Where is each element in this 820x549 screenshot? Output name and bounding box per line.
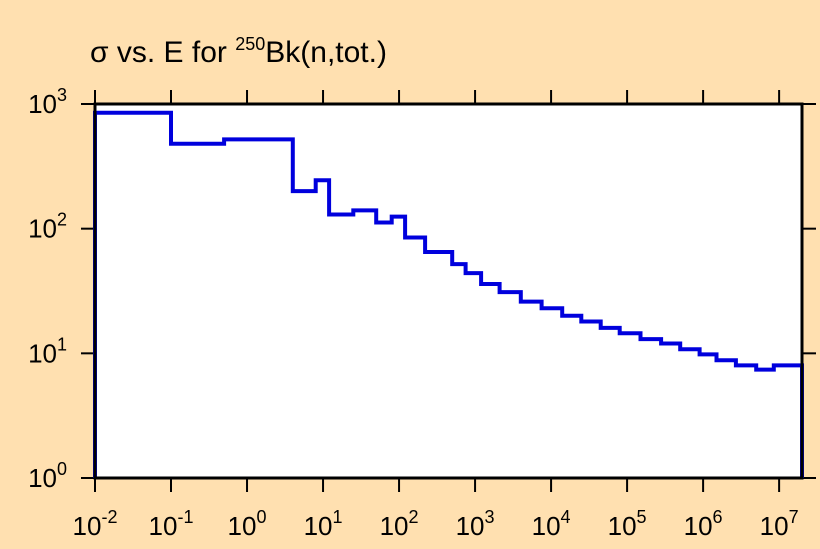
- y-tick-exponent: 0: [57, 459, 67, 479]
- y-tick-label: 100: [28, 459, 67, 493]
- title-superscript: 250: [235, 34, 265, 54]
- y-tick-label: 102: [28, 210, 67, 244]
- x-tick-labels: 10-2 10-1 100 101 102 103 104 105 106 107: [73, 507, 799, 541]
- x-tick-base: 10: [760, 511, 789, 541]
- x-tick-exponent: 6: [713, 507, 723, 527]
- x-tick-base: 10: [608, 511, 637, 541]
- y-tick-base: 10: [28, 214, 57, 244]
- y-tick-exponent: 1: [57, 334, 67, 354]
- y-tick-label: 103: [28, 85, 67, 119]
- chart-title: σ vs. E for 250Bk(n,tot.): [90, 34, 387, 69]
- x-tick-exponent: 1: [332, 507, 342, 527]
- x-tick-base: 10: [380, 511, 409, 541]
- plot-frame: [93, 102, 804, 480]
- x-tick-base: 10: [304, 511, 333, 541]
- x-tick-base: 10: [228, 511, 257, 541]
- x-tick-exponent: 5: [637, 507, 647, 527]
- y-tick-exponent: 3: [57, 85, 67, 105]
- x-tick-label: 104: [532, 507, 571, 541]
- x-tick-base: 10: [456, 511, 485, 541]
- x-tick-label: 100: [228, 507, 267, 541]
- y-tick-base: 10: [28, 89, 57, 119]
- tick-marks: [81, 90, 816, 492]
- cross-section-step-line: [93, 110, 804, 478]
- x-tick-exponent: 7: [789, 507, 799, 527]
- x-tick-base: 10: [73, 511, 102, 541]
- x-tick-label: 10-2: [73, 507, 118, 541]
- x-tick-exponent: 4: [561, 507, 571, 527]
- x-tick-exponent: -1: [177, 507, 193, 527]
- x-tick-exponent: -2: [101, 507, 117, 527]
- y-tick-exponent: 2: [57, 210, 67, 230]
- x-tick-base: 10: [532, 511, 561, 541]
- x-tick-label: 10-1: [149, 507, 194, 541]
- x-tick-label: 101: [304, 507, 343, 541]
- x-tick-label: 105: [608, 507, 647, 541]
- plot-area: [95, 104, 802, 478]
- title-prefix: σ vs. E for: [90, 36, 235, 69]
- x-tick-base: 10: [684, 511, 713, 541]
- y-tick-label: 101: [28, 334, 67, 368]
- x-tick-base: 10: [149, 511, 178, 541]
- x-tick-label: 102: [380, 507, 419, 541]
- x-tick-exponent: 2: [409, 507, 419, 527]
- y-tick-base: 10: [28, 463, 57, 493]
- x-tick-exponent: 0: [256, 507, 266, 527]
- title-suffix: Bk(n,tot.): [265, 36, 387, 69]
- x-tick-label: 106: [684, 507, 723, 541]
- x-tick-exponent: 3: [485, 507, 495, 527]
- x-tick-label: 103: [456, 507, 495, 541]
- x-tick-label: 107: [760, 507, 799, 541]
- y-tick-base: 10: [28, 338, 57, 368]
